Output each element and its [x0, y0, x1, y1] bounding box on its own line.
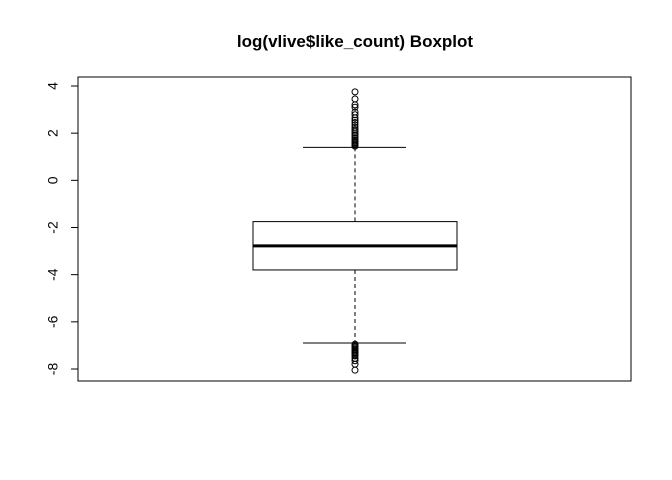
outlier-point: [351, 126, 359, 134]
y-tick-label: -4: [45, 268, 61, 281]
y-tick-label: -8: [45, 363, 61, 376]
outlier-point: [351, 116, 359, 124]
outlier-point: [351, 119, 359, 127]
outlier-point: [351, 95, 359, 103]
outlier-point: [351, 357, 359, 365]
outlier-point: [351, 133, 359, 141]
outlier-point: [351, 111, 359, 119]
y-tick-label: -6: [45, 315, 61, 328]
chart-title: log(vlive$like_count) Boxplot: [237, 32, 473, 51]
y-tick-label: 4: [45, 82, 61, 90]
outliers: [351, 88, 359, 374]
outlier-point: [351, 121, 359, 129]
outlier-point: [351, 366, 359, 374]
outlier-point: [351, 123, 359, 131]
y-tick-label: -2: [45, 221, 61, 234]
outlier-point: [351, 360, 359, 368]
y-tick-label: 2: [45, 129, 61, 137]
box-group: [252, 146, 458, 344]
outlier-point: [351, 108, 359, 116]
y-axis: 4 2 0 -2 -4 -6 -8: [45, 82, 78, 375]
y-tick-label: 0: [45, 176, 61, 184]
outlier-point: [351, 88, 359, 96]
outlier-point: [351, 103, 359, 111]
outlier-point: [351, 352, 359, 360]
outlier-point: [351, 136, 359, 144]
plot-frame: [77, 76, 632, 382]
